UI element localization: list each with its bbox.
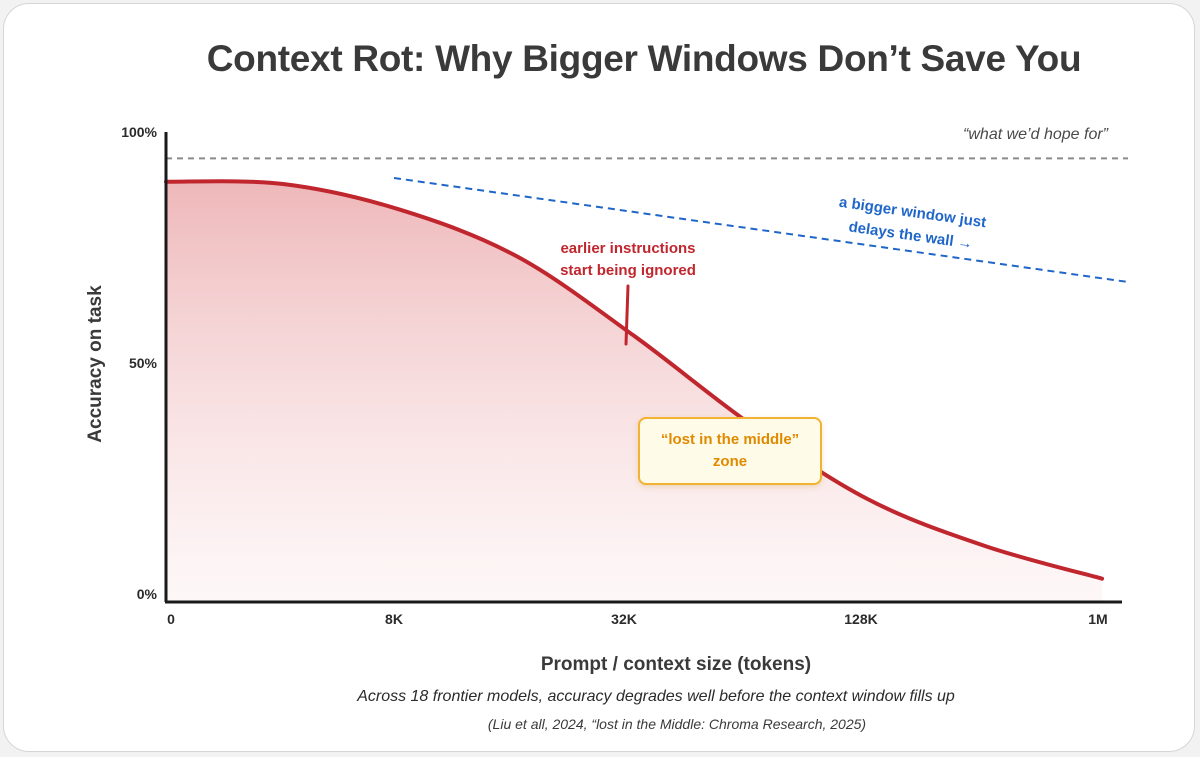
x-tick-label: 8K xyxy=(385,611,403,627)
x-axis-label: Prompt / context size (tokens) xyxy=(540,654,812,675)
x-tick-label: 128K xyxy=(844,611,877,627)
accuracy-curve xyxy=(164,179,1104,581)
y-tick-label: 100% xyxy=(121,124,157,140)
ignored-annotation-line-1: earlier instructions xyxy=(560,240,695,257)
area-fill xyxy=(166,181,1102,603)
x-tick-label: 0 xyxy=(167,611,175,627)
chart-plot: “what we’d hope for”a bigger window just… xyxy=(85,124,1129,627)
ignored-annotation-line-2: start being ignored xyxy=(560,262,696,279)
chart-card: Context Rot: Why Bigger Windows Don’t Sa… xyxy=(3,3,1195,752)
chart-subtitle: Across 18 frontier models, accuracy degr… xyxy=(357,688,955,705)
x-tick-label: 32K xyxy=(611,611,637,627)
y-axis-label: Accuracy on task xyxy=(85,285,106,443)
chart-citation: (Liu et all, 2024, “lost in the Middle: … xyxy=(487,716,867,732)
hope-label: “what we’d hope for” xyxy=(963,126,1109,143)
y-tick-label: 50% xyxy=(129,355,158,371)
ignored-annotation-pointer xyxy=(624,284,630,346)
zone-line-2: zone xyxy=(712,453,748,470)
y-tick-label: 0% xyxy=(137,586,158,602)
lost-in-middle-annotation: “lost in the middle” zone xyxy=(638,417,822,485)
zone-line-1: “lost in the middle” xyxy=(660,431,800,448)
chart-title: Context Rot: Why Bigger Windows Don’t Sa… xyxy=(206,38,1082,79)
bigger-window-line xyxy=(393,177,1129,283)
x-tick-label: 1M xyxy=(1088,611,1107,627)
